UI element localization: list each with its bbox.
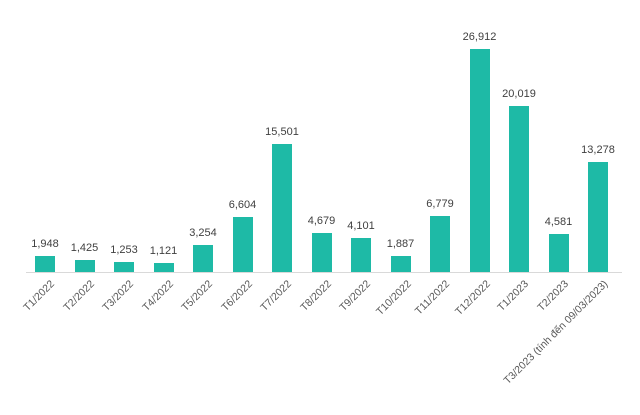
data-label: 4,581 <box>544 216 573 229</box>
x-tick-label: T9/2022 <box>337 278 374 314</box>
x-tick-label: T8/2022 <box>297 278 334 314</box>
x-tick-label: T10/2022 <box>373 278 414 318</box>
data-label: 6,604 <box>228 199 257 212</box>
x-tick-label: T1/2022 <box>21 278 58 314</box>
x-tick-label: T11/2022 <box>412 278 453 318</box>
data-label: 6,779 <box>426 197 454 210</box>
data-label: 13,278 <box>581 143 615 156</box>
bar <box>114 261 134 272</box>
bar <box>548 234 569 272</box>
x-tick-label: T5/2022 <box>179 278 216 314</box>
x-axis-line <box>26 272 622 273</box>
bar <box>153 262 174 272</box>
x-tick-label: T6/2022 <box>218 278 255 314</box>
bar <box>390 256 411 272</box>
x-tick-label: T2/2022 <box>60 278 97 314</box>
data-label: 26,912 <box>462 31 497 43</box>
data-label: 1,948 <box>31 237 59 250</box>
data-label: 15,501 <box>265 125 299 138</box>
bar <box>469 49 490 272</box>
bar <box>311 233 332 272</box>
data-label: 1,425 <box>70 242 99 255</box>
bar <box>35 255 55 272</box>
data-label: 4,101 <box>347 220 375 233</box>
bar <box>232 217 253 272</box>
bar <box>74 260 95 272</box>
bar <box>430 215 450 272</box>
bar <box>193 245 213 272</box>
bar <box>588 161 608 272</box>
x-tick-label: T1/2023 <box>495 278 532 314</box>
data-label: 1,887 <box>386 238 415 251</box>
x-tick-label: T7/2022 <box>258 278 295 314</box>
x-tick-label: T3/2022 <box>100 278 137 314</box>
data-label: 4,679 <box>307 215 336 228</box>
x-tick-label: T4/2022 <box>139 278 176 314</box>
x-tick-label: T2/2023 <box>534 278 571 314</box>
data-label: 20,019 <box>502 88 536 101</box>
bar <box>272 143 292 272</box>
data-label: 3,254 <box>189 227 217 240</box>
data-label: 1,253 <box>110 243 138 256</box>
x-tick-label: T12/2022 <box>452 278 493 318</box>
bar <box>351 238 371 272</box>
bar <box>509 106 529 272</box>
data-label: 1,121 <box>149 244 178 257</box>
